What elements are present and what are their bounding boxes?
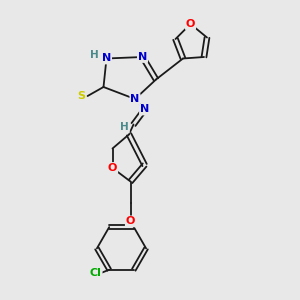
Text: O: O	[126, 216, 135, 226]
Text: Cl: Cl	[90, 268, 102, 278]
Text: S: S	[77, 91, 85, 101]
Text: N: N	[138, 52, 147, 62]
Text: N: N	[102, 53, 111, 64]
Text: H: H	[89, 50, 98, 60]
Text: N: N	[130, 94, 140, 104]
Text: N: N	[140, 104, 149, 115]
Text: O: O	[186, 19, 195, 29]
Text: H: H	[120, 122, 129, 133]
Text: O: O	[108, 163, 117, 173]
